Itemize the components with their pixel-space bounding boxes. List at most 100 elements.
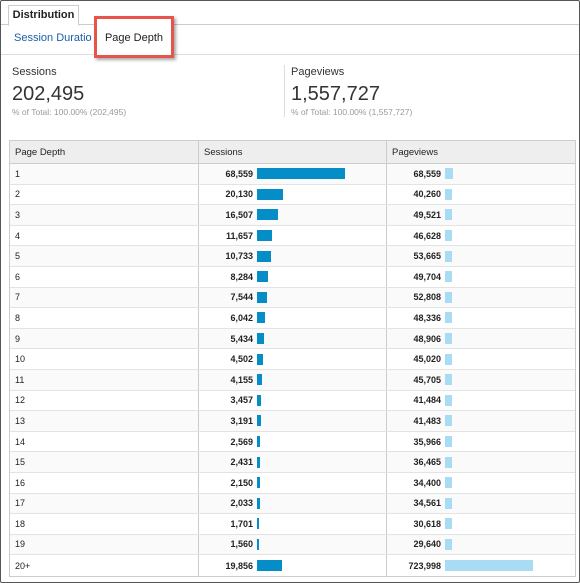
tab-bar: Distribution bbox=[1, 1, 579, 26]
subtab-session-duration[interactable]: Session Duration bbox=[14, 32, 92, 44]
column-header-page-depth[interactable]: Page Depth bbox=[15, 147, 66, 158]
sessions-bar-track bbox=[257, 230, 345, 242]
pageviews-bar-track bbox=[445, 518, 533, 530]
cell-pageviews: 34,400 bbox=[386, 472, 576, 493]
pageviews-bar-track bbox=[445, 456, 533, 468]
sessions-value: 1,560 bbox=[230, 539, 253, 550]
pageviews-value: 723,998 bbox=[408, 560, 441, 571]
cell-page-depth: 4 bbox=[15, 230, 21, 241]
pageviews-bar bbox=[445, 353, 452, 365]
cell-sessions: 16,507 bbox=[198, 205, 386, 225]
pageviews-bar-track bbox=[445, 168, 533, 180]
pageviews-bar bbox=[445, 291, 452, 303]
sessions-bar bbox=[257, 230, 272, 242]
metric-pageviews-label: Pageviews bbox=[291, 66, 345, 78]
cell-sessions: 1,701 bbox=[198, 514, 386, 534]
sessions-bar bbox=[257, 271, 268, 283]
cell-pageviews: 49,704 bbox=[386, 266, 576, 287]
pageviews-bar-track bbox=[445, 353, 533, 365]
pageviews-bar-track bbox=[445, 250, 533, 262]
pageviews-bar bbox=[445, 436, 452, 448]
table-row: 18 1,701 30,618 bbox=[10, 514, 575, 535]
table-row: 14 2,569 35,966 bbox=[10, 431, 576, 453]
pageviews-bar-track bbox=[445, 230, 533, 242]
cell-pageviews: 52,808 bbox=[386, 287, 576, 308]
pageviews-bar-track bbox=[445, 333, 533, 345]
pageviews-value: 30,618 bbox=[413, 518, 441, 529]
cell-sessions: 6,042 bbox=[198, 308, 386, 328]
cell-sessions: 4,155 bbox=[198, 369, 386, 390]
cell-page-depth: 19 bbox=[15, 539, 26, 550]
cell-sessions: 11,657 bbox=[198, 225, 386, 246]
cell-sessions: 1,560 bbox=[198, 534, 386, 555]
table-row: 13 3,191 41,483 bbox=[10, 411, 575, 432]
cell-pageviews: 29,640 bbox=[386, 534, 576, 555]
sessions-value: 3,191 bbox=[230, 415, 253, 426]
pageviews-bar-track bbox=[445, 560, 533, 572]
cell-page-depth: 5 bbox=[15, 251, 21, 262]
sessions-bar-track bbox=[257, 168, 345, 180]
pageviews-bar-track bbox=[445, 415, 533, 427]
sessions-bar bbox=[257, 415, 261, 427]
pageviews-value: 45,020 bbox=[413, 354, 441, 365]
pageviews-bar-track bbox=[445, 497, 533, 509]
pageviews-bar bbox=[445, 374, 452, 386]
cell-sessions: 5,434 bbox=[198, 328, 386, 349]
cell-pageviews: 46,628 bbox=[386, 225, 576, 246]
sessions-value: 11,657 bbox=[225, 230, 253, 241]
sessions-bar-track bbox=[257, 271, 345, 283]
pageviews-bar bbox=[445, 456, 452, 468]
sessions-bar bbox=[257, 560, 282, 572]
cell-sessions: 20,130 bbox=[198, 184, 386, 205]
column-header-sessions[interactable]: Sessions bbox=[198, 141, 386, 164]
table-header: Page Depth Sessions Pageviews bbox=[10, 141, 575, 164]
pageviews-value: 35,966 bbox=[413, 436, 441, 447]
pageviews-bar-track bbox=[445, 436, 533, 448]
pageviews-bar bbox=[445, 394, 452, 406]
sessions-bar bbox=[257, 394, 261, 406]
metrics-summary: Sessions 202,495 % of Total: 100.00% (20… bbox=[1, 55, 579, 133]
cell-page-depth: 9 bbox=[15, 333, 21, 344]
pageviews-bar bbox=[445, 518, 452, 530]
cell-pageviews: 35,966 bbox=[386, 431, 576, 452]
pageviews-bar bbox=[445, 477, 452, 489]
cell-pageviews: 30,618 bbox=[386, 514, 576, 534]
sessions-value: 7,544 bbox=[230, 292, 253, 303]
column-header-pageviews[interactable]: Pageviews bbox=[386, 141, 576, 164]
pageviews-value: 68,559 bbox=[413, 168, 441, 179]
table-row: 8 6,042 48,336 bbox=[10, 308, 575, 329]
subtab-page-depth[interactable]: Page Depth bbox=[104, 32, 164, 44]
pageviews-value: 48,906 bbox=[413, 333, 441, 344]
sessions-value: 16,507 bbox=[225, 209, 253, 220]
pageviews-bar bbox=[445, 188, 452, 200]
cell-page-depth: 7 bbox=[15, 292, 21, 303]
sessions-bar bbox=[257, 374, 262, 386]
cell-page-depth: 10 bbox=[15, 354, 26, 365]
pageviews-bar-track bbox=[445, 394, 533, 406]
cell-page-depth: 17 bbox=[15, 498, 26, 509]
pageviews-bar bbox=[445, 333, 452, 345]
sessions-bar-track bbox=[257, 538, 345, 550]
sessions-bar bbox=[257, 209, 278, 221]
cell-pageviews: 36,465 bbox=[386, 452, 576, 472]
sessions-bar bbox=[257, 477, 260, 489]
sessions-value: 4,155 bbox=[230, 374, 253, 385]
sessions-bar bbox=[257, 250, 271, 262]
sessions-bar-track bbox=[257, 415, 345, 427]
table-row: 1 68,559 68,559 bbox=[10, 164, 575, 185]
tab-distribution[interactable]: Distribution bbox=[8, 5, 79, 26]
sessions-bar bbox=[257, 291, 267, 303]
pageviews-value: 40,260 bbox=[413, 189, 441, 200]
table-row: 16 2,150 34,400 bbox=[10, 472, 576, 494]
sessions-value: 2,150 bbox=[230, 477, 253, 488]
cell-sessions: 3,191 bbox=[198, 411, 386, 431]
sessions-bar bbox=[257, 312, 265, 324]
cell-sessions: 2,150 bbox=[198, 472, 386, 493]
pageviews-value: 53,665 bbox=[413, 251, 441, 262]
metric-pageviews-percent: % of Total: 100.00% (1,557,727) bbox=[291, 107, 413, 117]
cell-pageviews: 41,483 bbox=[386, 411, 576, 431]
sessions-bar-track bbox=[257, 374, 345, 386]
pageviews-value: 46,628 bbox=[413, 230, 441, 241]
sessions-value: 1,701 bbox=[230, 518, 253, 529]
pageviews-bar bbox=[445, 271, 452, 283]
